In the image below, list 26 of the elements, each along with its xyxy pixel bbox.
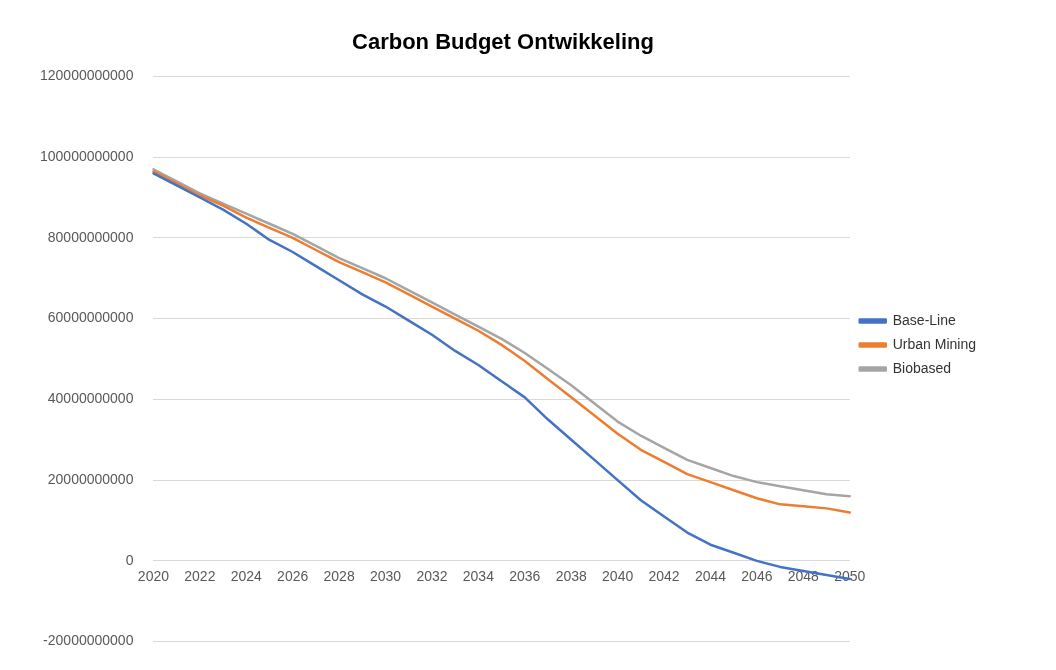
- y-tick-label: 100000000000: [40, 148, 134, 164]
- legend-label: Base-Line: [892, 311, 956, 328]
- y-tick-label: 0: [125, 551, 134, 568]
- x-tick-label: 2046: [741, 568, 773, 585]
- y-tick-label: 60000000000: [47, 309, 134, 326]
- x-tick-label: 2022: [184, 568, 216, 585]
- y-tick-label: -20000000000: [43, 632, 134, 649]
- x-tick-label: 2040: [602, 568, 634, 585]
- y-tick-label: 80000000000: [47, 228, 134, 245]
- x-tick-label: 2032: [416, 568, 448, 585]
- x-tick-label: 2034: [462, 568, 495, 585]
- x-tick-label: 2028: [323, 568, 355, 585]
- x-tick-label: 2044: [694, 568, 727, 585]
- x-tick-label: 2036: [509, 568, 541, 585]
- x-tick-label: 2042: [648, 568, 680, 585]
- legend-label: Biobased: [892, 359, 952, 376]
- y-tick-label: 40000000000: [47, 390, 134, 407]
- x-tick-label: 2030: [369, 568, 402, 585]
- x-tick-label: 2024: [230, 568, 263, 585]
- y-tick-label: 20000000000: [47, 470, 134, 487]
- x-tick-label: 2020: [137, 568, 170, 585]
- chart-title: Carbon Budget Ontwikkeling: [352, 29, 654, 55]
- x-tick-label: 2038: [555, 568, 587, 585]
- legend-label: Urban Mining: [892, 335, 976, 352]
- y-tick-label: 120000000000: [40, 67, 134, 84]
- x-tick-label: 2026: [277, 568, 309, 585]
